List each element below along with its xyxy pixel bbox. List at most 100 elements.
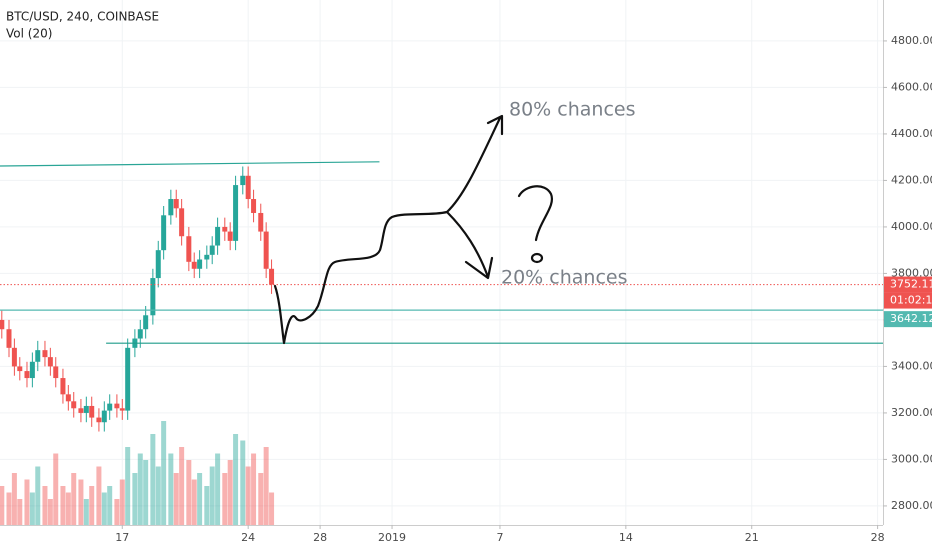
candle-body: [222, 226, 228, 232]
volume-bar: [24, 479, 30, 525]
volume-bar: [258, 473, 264, 525]
candle-body: [35, 350, 41, 362]
volume-bar: [150, 434, 156, 525]
candle-body: [114, 403, 120, 409]
candle-body: [60, 378, 66, 395]
volume-bar: [173, 473, 179, 525]
volume-bar: [71, 473, 77, 525]
candle-body: [47, 357, 53, 367]
candle-body: [11, 347, 17, 367]
candle-body: [161, 215, 167, 251]
x-tick-label: 7: [496, 531, 503, 544]
candle-body: [65, 394, 71, 402]
volume-bar: [222, 473, 228, 525]
candle-body: [227, 231, 233, 241]
annotation: 80% chances: [509, 99, 635, 121]
candle-body: [186, 236, 192, 262]
volume-bar: [89, 486, 95, 525]
grid: [0, 0, 883, 525]
volume-bar: [132, 473, 138, 525]
volume-bar: [114, 499, 120, 525]
volume-bar: [11, 473, 17, 525]
candle-body: [173, 199, 179, 209]
candle-body: [29, 361, 35, 379]
price-label-box: [884, 276, 932, 293]
candle-body: [107, 403, 113, 411]
x-tick-label: 28: [313, 531, 327, 544]
volume-bar: [83, 499, 89, 525]
candle-body: [101, 410, 107, 423]
candle-body: [0, 319, 5, 330]
volume-bar: [6, 492, 12, 525]
volume-bar: [179, 447, 185, 525]
chart-title: BTC/USD, 240, COINBASE: [6, 10, 159, 24]
candle-body: [258, 212, 264, 232]
volume-bar: [42, 486, 48, 525]
candle-body: [251, 199, 257, 213]
volume-bar: [119, 479, 125, 525]
candle-body: [191, 261, 197, 269]
volume-bar: [17, 499, 23, 525]
y-tick-label: 4200.00: [891, 173, 932, 186]
candle-body: [168, 199, 174, 216]
question-dot: [530, 252, 544, 264]
arrow-down: [445, 210, 494, 280]
volume-bar: [101, 492, 107, 525]
candle-body: [71, 401, 77, 409]
volume-bar: [107, 486, 113, 525]
volume-bar: [161, 421, 167, 525]
volume-bar: [215, 453, 221, 525]
candle-body: [155, 250, 161, 279]
volume-bar: [60, 486, 66, 525]
volume-bar: [29, 492, 35, 525]
candle-body: [6, 329, 12, 348]
volume-bar: [35, 466, 41, 525]
candle-body: [240, 175, 246, 186]
candle-body: [269, 268, 275, 285]
candle-body: [263, 231, 269, 269]
y-tick-label: 4800.00: [891, 34, 932, 47]
y-tick-label: 4000.00: [891, 220, 932, 233]
volume-bar: [137, 453, 143, 525]
freehand-path: [273, 210, 449, 345]
x-tick-label: 24: [241, 531, 255, 544]
volume-bar: [209, 466, 215, 525]
y-tick-label: 3400.00: [891, 359, 932, 372]
candle-body: [197, 259, 203, 269]
volume-bar: [168, 453, 174, 525]
y-tick-label: 4600.00: [891, 80, 932, 93]
marks: [0, 161, 883, 525]
arrow-up: [445, 114, 504, 214]
candle-body: [42, 350, 48, 358]
candle-body: [137, 329, 143, 339]
candle-body: [89, 405, 95, 418]
x-tick-label: 14: [619, 531, 633, 544]
volume-bar: [143, 460, 149, 525]
candle-body: [53, 366, 59, 379]
volume-bar: [53, 453, 59, 525]
volume-bar: [240, 440, 246, 525]
candle-body: [119, 408, 125, 411]
volume-bar: [65, 492, 71, 525]
volume-bar: [47, 499, 53, 525]
x-tick-label: 21: [745, 531, 759, 544]
volume-bar: [78, 479, 84, 525]
candle-body: [215, 226, 221, 246]
candle-body: [245, 175, 251, 200]
x-tick-label: 17: [115, 531, 129, 544]
volume-bar: [125, 447, 131, 525]
candle-body: [125, 347, 131, 411]
countdown-box: [884, 292, 932, 309]
volume-bar: [191, 479, 197, 525]
y-tick-label: 3800.00: [891, 266, 932, 279]
candle-body: [233, 185, 239, 241]
candle-body: [78, 408, 84, 413]
annotation: 20% chances: [501, 267, 627, 289]
countdown: 01:02:18: [890, 294, 932, 307]
candle-body: [204, 254, 210, 260]
y-tick-label: 3200.00: [891, 406, 932, 419]
y-tick-label: 2800.00: [891, 499, 932, 512]
candle-body: [179, 208, 185, 237]
volume-bar: [233, 434, 239, 525]
